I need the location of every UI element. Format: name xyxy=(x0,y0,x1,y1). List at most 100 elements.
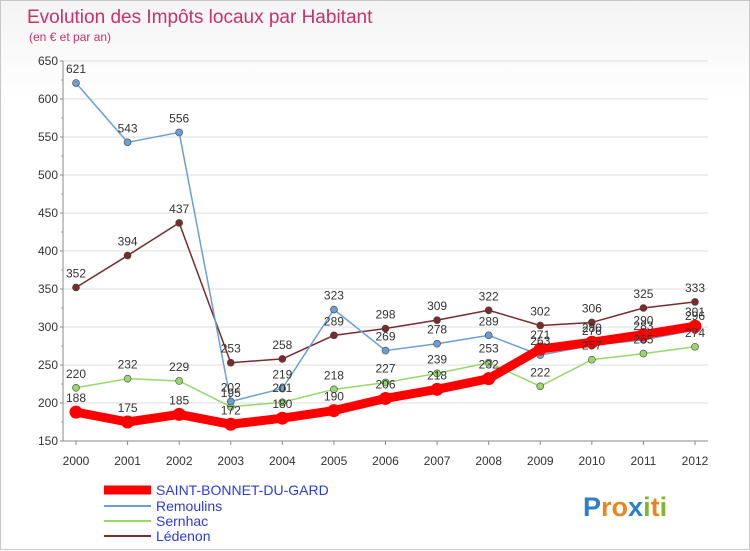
axes: 150 200 250 300 350 400 450 500 550 600 650 2000 200… xyxy=(38,54,709,468)
y-tick-label-450: 450 xyxy=(38,206,58,220)
logo-letter: x xyxy=(628,492,643,522)
data-label-l-denon-2007: 309 xyxy=(427,299,447,313)
logo-letter: i xyxy=(643,492,651,522)
data-point-saint-bonnet-du-gard-2002 xyxy=(172,407,186,421)
data-point-l-denon-2010 xyxy=(588,318,596,327)
x-tick-label-2000: 2000 xyxy=(63,454,90,468)
data-point-saint-bonnet-du-gard-2009 xyxy=(533,342,547,356)
y-tick-label-550: 550 xyxy=(38,130,58,144)
data-label-l-denon-2010: 306 xyxy=(582,301,602,315)
data-label-l-denon-2006: 298 xyxy=(375,308,395,322)
data-point-saint-bonnet-du-gard-2006 xyxy=(379,391,392,405)
x-tick-label-2011: 2011 xyxy=(631,454,657,468)
data-label-saint-bonnet-du-gard-2010: 280 xyxy=(582,321,602,335)
logo-letter: r xyxy=(601,492,612,522)
data-label-l-denon-2004: 258 xyxy=(272,338,292,352)
data-label-remoulins-2012: 296 xyxy=(685,309,705,323)
data-label-l-denon-2002: 437 xyxy=(169,202,189,216)
data-point-sernhac-2009 xyxy=(536,382,545,391)
data-point-sernhac-2002 xyxy=(175,377,183,385)
data-point-saint-bonnet-du-gard-2008 xyxy=(482,372,496,386)
proxiti-logo: Proxiti xyxy=(583,492,667,522)
x-tick-label-2006: 2006 xyxy=(372,454,399,468)
x-tick-label-2012: 2012 xyxy=(682,454,709,468)
data-label-sernhac-2012: 274 xyxy=(685,326,705,340)
data-label-saint-bonnet-du-gard-2005: 190 xyxy=(324,390,344,404)
data-point-remoulins-2000 xyxy=(72,79,80,87)
y-tick-label-400: 400 xyxy=(38,244,58,258)
legend-entry-sernhac: Sernhac xyxy=(156,513,208,529)
data-label-l-denon-2005: 289 xyxy=(324,314,344,328)
data-label-remoulins-2001: 543 xyxy=(118,121,138,135)
data-label-remoulins-2010: 276 xyxy=(582,324,602,338)
data-point-sernhac-2007 xyxy=(433,369,441,378)
data-point-l-denon-2000 xyxy=(72,283,80,292)
data-label-sernhac-2009: 222 xyxy=(530,365,550,379)
data-label-saint-bonnet-du-gard-2006: 206 xyxy=(375,377,395,391)
data-point-saint-bonnet-du-gard-2005 xyxy=(327,404,341,418)
data-label-sernhac-2010: 257 xyxy=(582,339,602,353)
data-point-l-denon-2004 xyxy=(278,355,287,363)
data-labels: 188 175 185 172 180 190 206 218 232 271 280 290 301 6… xyxy=(66,62,705,417)
data-point-l-denon-2003 xyxy=(226,358,235,367)
logo-letter: P xyxy=(583,492,601,522)
data-label-sernhac-2004: 201 xyxy=(272,381,292,395)
data-point-saint-bonnet-du-gard-2003 xyxy=(224,417,238,431)
data-label-remoulins-2004: 219 xyxy=(272,368,292,382)
data-point-sernhac-2006 xyxy=(381,378,390,387)
x-tick-label-2008: 2008 xyxy=(475,454,502,468)
x-tick-label-2004: 2004 xyxy=(269,454,296,468)
data-label-sernhac-2000: 220 xyxy=(66,367,86,381)
data-point-sernhac-2008 xyxy=(484,358,493,367)
data-label-sernhac-2005: 218 xyxy=(324,368,344,382)
data-point-sernhac-2010 xyxy=(588,355,596,364)
x-tick-label-2003: 2003 xyxy=(217,454,244,468)
data-point-sernhac-2005 xyxy=(330,385,338,394)
data-point-saint-bonnet-du-gard-2000 xyxy=(69,405,83,419)
data-label-remoulins-2003: 202 xyxy=(221,380,241,394)
data-label-remoulins-2008: 289 xyxy=(479,314,499,328)
logo-letter: t xyxy=(651,492,660,522)
data-label-sernhac-2007: 239 xyxy=(427,352,447,366)
data-label-sernhac-2011: 265 xyxy=(633,333,653,347)
data-point-l-denon-2012 xyxy=(691,298,699,306)
data-label-saint-bonnet-du-gard-2009: 271 xyxy=(530,328,550,342)
data-label-sernhac-2002: 229 xyxy=(169,360,189,374)
data-label-l-denon-2008: 322 xyxy=(479,289,499,303)
data-label-l-denon-2012: 333 xyxy=(685,281,705,295)
data-point-l-denon-2008 xyxy=(484,306,493,315)
x-tick-label-2010: 2010 xyxy=(578,454,605,468)
data-point-sernhac-2001 xyxy=(123,374,132,383)
data-label-sernhac-2008: 253 xyxy=(479,342,499,356)
data-label-l-denon-2000: 352 xyxy=(66,266,86,280)
data-point-remoulins-2008 xyxy=(484,331,493,340)
y-tick-label-350: 350 xyxy=(38,282,58,296)
data-point-remoulins-2003 xyxy=(226,397,235,406)
logo-letter: i xyxy=(660,492,668,522)
data-point-saint-bonnet-du-gard-2007 xyxy=(430,382,444,396)
x-tick-label-2001: 2001 xyxy=(114,454,141,468)
series-lines xyxy=(69,79,702,431)
gridlines xyxy=(63,60,708,442)
data-point-l-denon-2002 xyxy=(175,219,183,227)
x-tick-label-2007: 2007 xyxy=(424,454,451,468)
data-label-sernhac-2003: 195 xyxy=(221,386,241,400)
data-point-l-denon-2005 xyxy=(330,331,338,340)
data-label-remoulins-2007: 278 xyxy=(427,323,447,337)
data-label-l-denon-2009: 302 xyxy=(530,304,550,318)
y-tick-label-150: 150 xyxy=(38,434,58,448)
data-label-l-denon-2011: 325 xyxy=(633,287,653,301)
data-label-l-denon-2003: 253 xyxy=(221,342,241,356)
legend: SAINT-BONNET-DU-GARDRemoulinsSernhacLéde… xyxy=(104,482,329,544)
logo-letter: o xyxy=(612,492,629,522)
chart-title: Evolution des Impôts locaux par Habitant xyxy=(27,7,373,28)
data-point-remoulins-2004 xyxy=(278,384,287,393)
y-tick-label-650: 650 xyxy=(38,54,58,68)
data-point-l-denon-2006 xyxy=(381,324,390,333)
data-label-remoulins-2000: 621 xyxy=(66,62,86,76)
data-label-sernhac-2006: 227 xyxy=(375,361,395,375)
data-point-remoulins-2001 xyxy=(123,138,132,147)
data-point-sernhac-2012 xyxy=(691,342,699,351)
